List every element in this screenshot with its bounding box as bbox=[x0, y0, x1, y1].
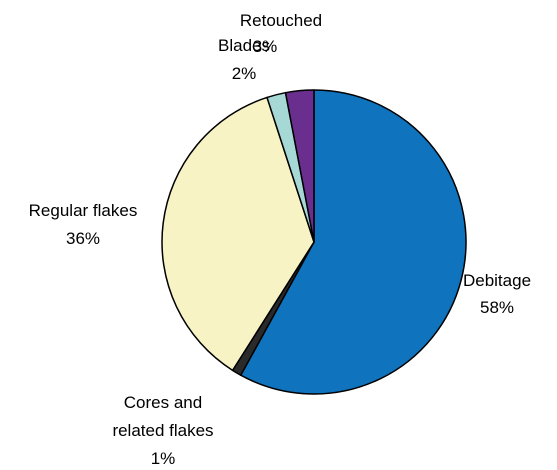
label-blades: Blades bbox=[218, 36, 270, 55]
pie-slices bbox=[161, 89, 467, 395]
slice-debitage bbox=[240, 89, 467, 395]
label-debitage: Debitage bbox=[463, 271, 531, 290]
pct-blades: 2% bbox=[232, 64, 257, 83]
pct-debitage: 58% bbox=[480, 298, 514, 317]
pct-retouched: 3% bbox=[253, 37, 278, 56]
slice-retouched bbox=[284, 89, 315, 243]
label-cores-line1: Cores and bbox=[124, 393, 202, 412]
pct-cores: 1% bbox=[151, 449, 176, 468]
label-cores-line2: related flakes bbox=[112, 421, 213, 440]
slice-regular-flakes bbox=[161, 96, 315, 372]
label-regular-flakes: Regular flakes bbox=[29, 201, 138, 220]
label-retouched: Retouched bbox=[240, 11, 322, 30]
pct-regular-flakes: 36% bbox=[66, 229, 100, 248]
